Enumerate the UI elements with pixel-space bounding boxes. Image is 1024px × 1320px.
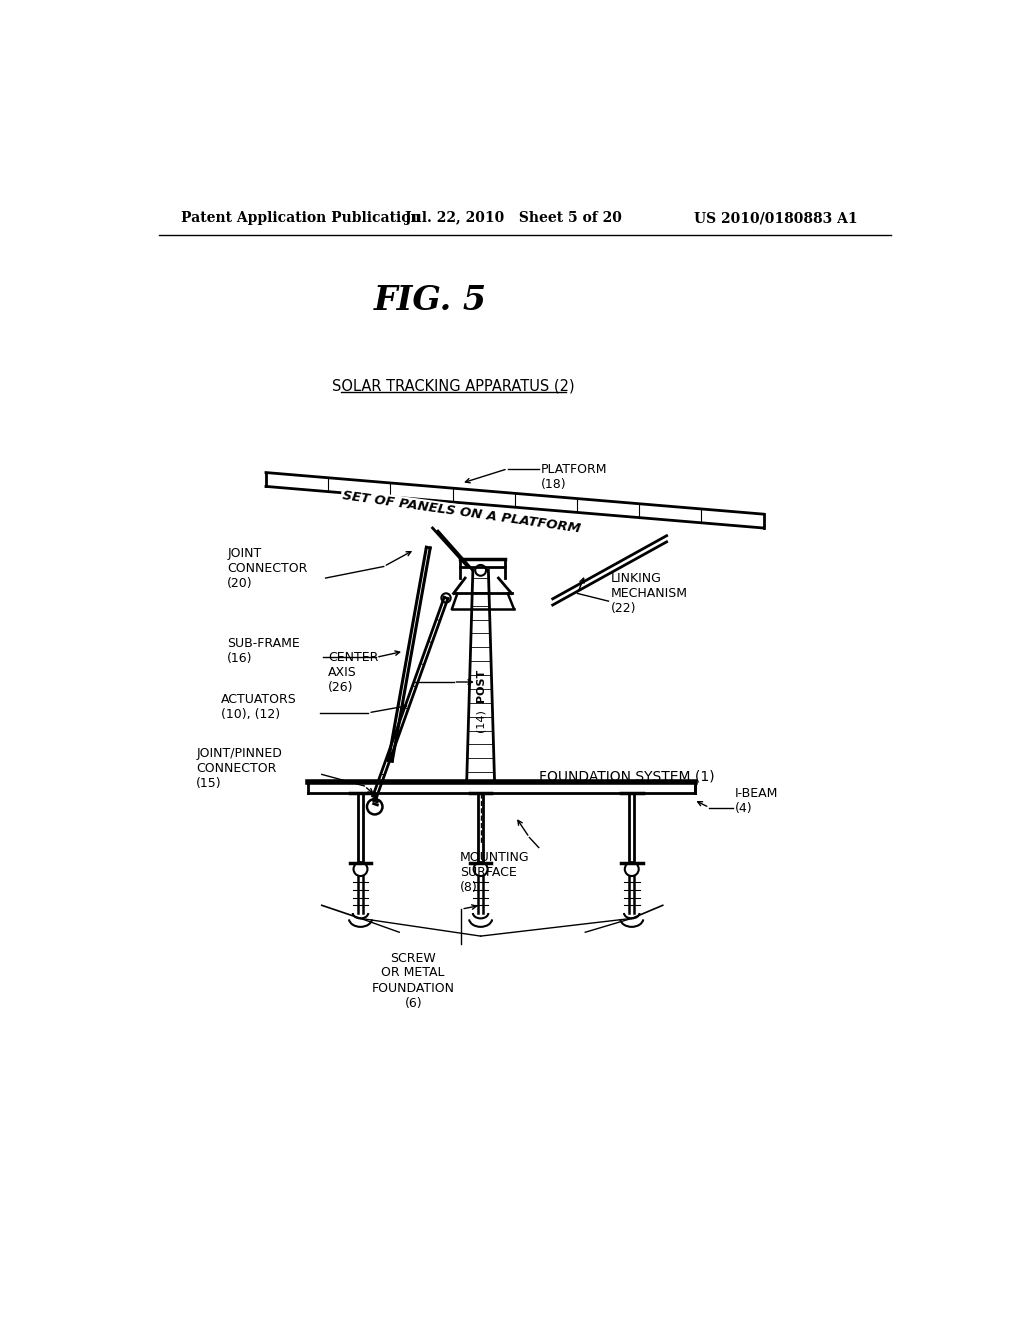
- Text: JOINT/PINNED
CONNECTOR
(15): JOINT/PINNED CONNECTOR (15): [197, 747, 282, 789]
- Text: SET OF PANELS ON A PLATFORM: SET OF PANELS ON A PLATFORM: [341, 490, 581, 536]
- Text: Patent Application Publication: Patent Application Publication: [180, 211, 420, 226]
- Text: MOUNTING
SURFACE
(8): MOUNTING SURFACE (8): [460, 851, 529, 895]
- Text: SOLAR TRACKING APPARATUS (2): SOLAR TRACKING APPARATUS (2): [332, 378, 574, 393]
- Text: FIG. 5: FIG. 5: [374, 284, 486, 317]
- Text: PLATFORM
(18): PLATFORM (18): [541, 462, 607, 491]
- Text: Jul. 22, 2010   Sheet 5 of 20: Jul. 22, 2010 Sheet 5 of 20: [406, 211, 623, 226]
- Text: CENTER
AXIS
(26): CENTER AXIS (26): [328, 651, 378, 694]
- Text: SUB-FRAME
(16): SUB-FRAME (16): [227, 638, 300, 665]
- Text: US 2010/0180883 A1: US 2010/0180883 A1: [693, 211, 857, 226]
- Text: POST: POST: [475, 669, 485, 702]
- Text: I-BEAM
(4): I-BEAM (4): [735, 787, 778, 816]
- Text: SCREW
OR METAL
FOUNDATION
(6): SCREW OR METAL FOUNDATION (6): [372, 952, 455, 1010]
- Text: LINKING
MECHANISM
(22): LINKING MECHANISM (22): [611, 572, 688, 615]
- Text: FOUNDATION SYSTEM (1): FOUNDATION SYSTEM (1): [539, 770, 715, 784]
- Text: ACTUATORS
(10), (12): ACTUATORS (10), (12): [221, 693, 297, 721]
- Text: (14): (14): [475, 709, 485, 731]
- Text: JOINT
CONNECTOR
(20): JOINT CONNECTOR (20): [227, 548, 307, 590]
